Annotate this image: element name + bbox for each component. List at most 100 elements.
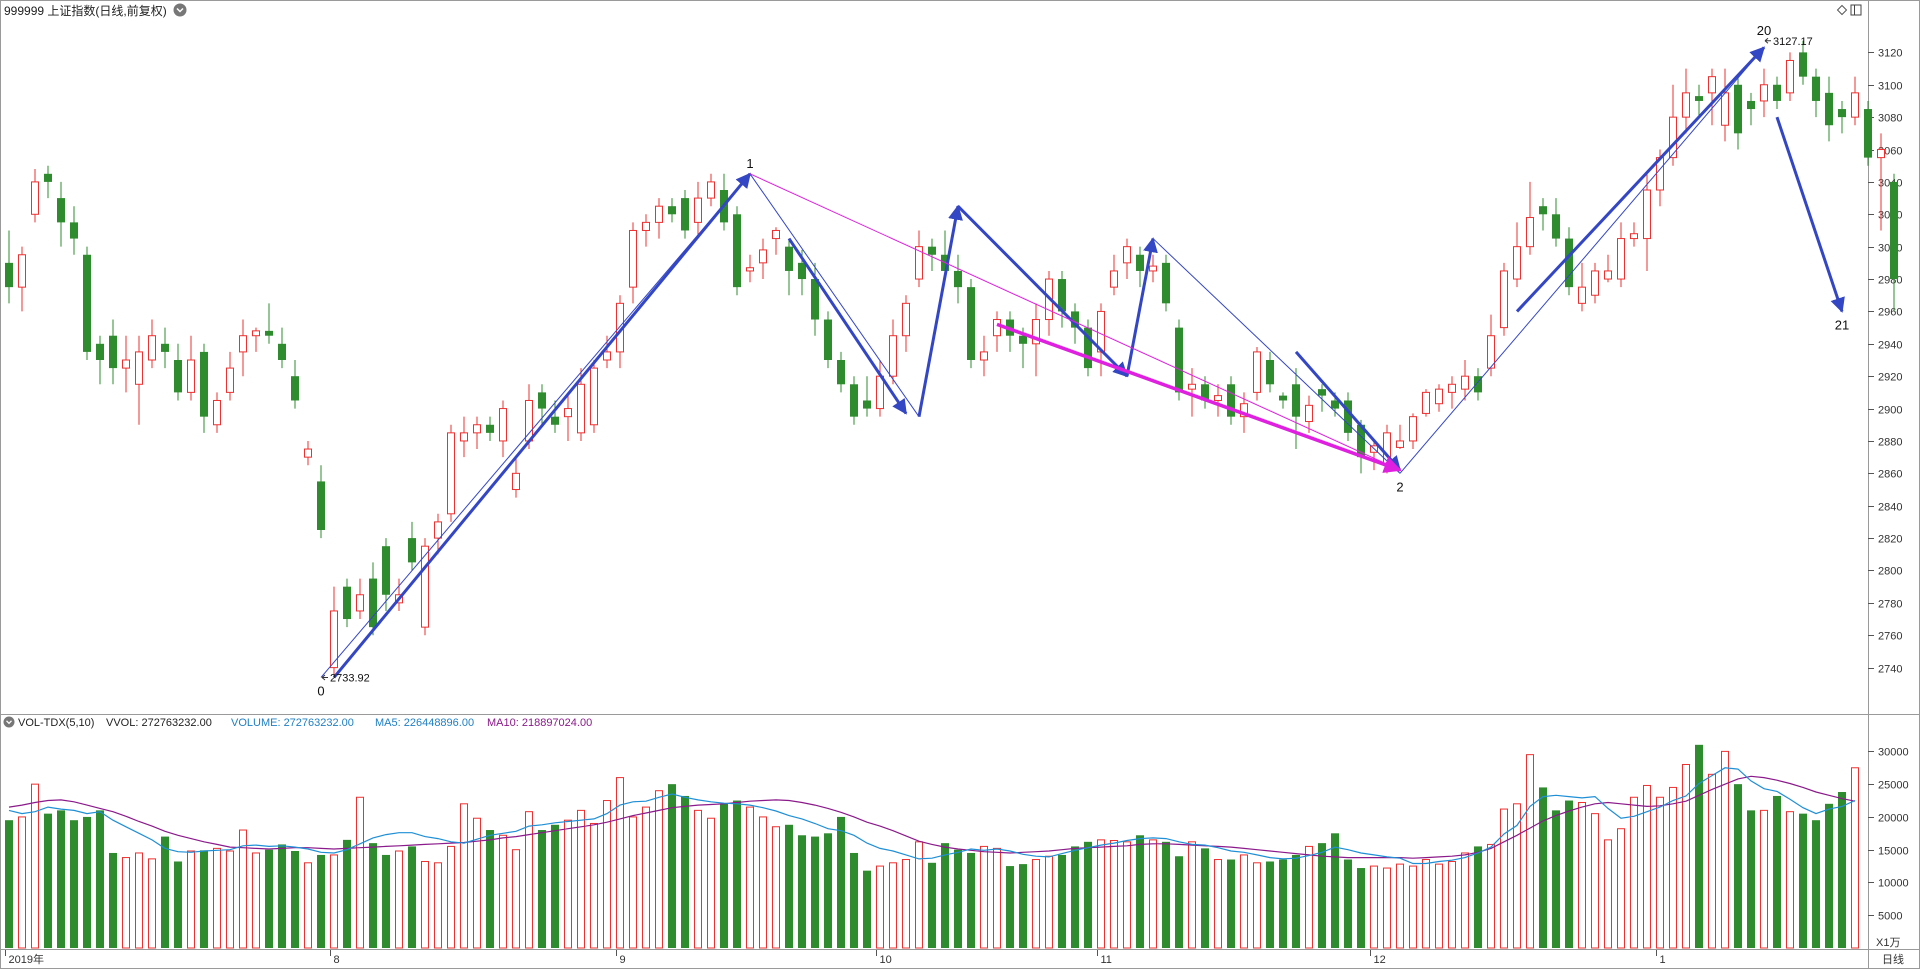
- volume-bar: [1812, 820, 1820, 948]
- volume-bar: [1838, 792, 1846, 948]
- candle: [1279, 392, 1287, 409]
- candle: [1084, 319, 1092, 377]
- volume-bar: [499, 834, 507, 949]
- volume-bar: [1799, 813, 1807, 948]
- volume-bar: [57, 810, 65, 948]
- candle: [200, 343, 208, 433]
- volume-bar: [1591, 813, 1599, 949]
- candle-body: [1110, 270, 1118, 288]
- candle: [109, 319, 117, 385]
- volume-bar: [1422, 859, 1430, 949]
- volume-bar: [1773, 795, 1781, 948]
- volume-bar: [1474, 846, 1482, 948]
- candle-body: [525, 399, 533, 442]
- candle: [148, 319, 156, 369]
- candle: [1760, 68, 1768, 118]
- chart-title: 999999 上证指数(日线,前复权): [4, 3, 167, 18]
- diamond-icon[interactable]: [1836, 4, 1848, 16]
- candle-body: [1292, 384, 1300, 417]
- candle-body: [1838, 109, 1846, 118]
- candle: [83, 246, 91, 360]
- date-label: 11: [1101, 954, 1112, 966]
- candle: [512, 457, 520, 498]
- indicator-menu-icon[interactable]: [3, 716, 15, 728]
- volume-bar: [1526, 754, 1534, 949]
- volume-tick-label: 25000: [1878, 780, 1909, 792]
- candle-body: [161, 343, 169, 352]
- price-tick-label: 2900: [1878, 405, 1902, 417]
- candle: [746, 254, 754, 283]
- candle-body: [629, 229, 637, 288]
- volume-bar: [1032, 859, 1040, 949]
- volume-bar: [473, 817, 481, 949]
- candle-body: [1734, 84, 1742, 134]
- candle-body: [1539, 206, 1547, 215]
- volume-bar: [304, 862, 312, 949]
- candle-body: [1799, 52, 1807, 77]
- candle: [668, 198, 676, 223]
- candle-body: [44, 173, 52, 182]
- candle: [1669, 84, 1677, 166]
- candle: [863, 376, 871, 417]
- candle: [1253, 347, 1261, 401]
- candle: [382, 538, 390, 611]
- volume-bar: [1162, 841, 1170, 948]
- candle: [980, 335, 988, 377]
- volume-bar: [213, 847, 221, 949]
- volume-tick-label: 20000: [1878, 813, 1909, 825]
- candle-body: [187, 359, 195, 393]
- volume-bar: [135, 852, 143, 949]
- candle: [1435, 384, 1443, 412]
- candle: [57, 181, 65, 247]
- candle: [1188, 368, 1196, 417]
- candle-body: [1084, 327, 1092, 369]
- candle-body: [655, 205, 663, 223]
- candle-body: [122, 359, 130, 369]
- volume-bar: [1851, 767, 1859, 949]
- candle: [1877, 133, 1885, 231]
- volume-bar: [681, 795, 689, 948]
- candle-body: [733, 214, 741, 288]
- candle: [356, 578, 364, 620]
- price-tick-label: 3100: [1878, 81, 1902, 93]
- volume-bar: [577, 809, 585, 949]
- candle: [1864, 100, 1872, 166]
- candle-body: [1682, 92, 1690, 118]
- candle-body: [746, 267, 754, 272]
- candle-body: [1825, 92, 1833, 126]
- price-tick-label: 3120: [1878, 48, 1902, 60]
- candle: [317, 465, 325, 539]
- candle: [1799, 40, 1807, 85]
- wave-line: [1515, 46, 1766, 313]
- candle-body: [200, 351, 208, 417]
- candle-body: [96, 343, 104, 360]
- candle: [1773, 76, 1781, 110]
- candle-body: [1565, 238, 1573, 288]
- volume-bar: [1435, 863, 1443, 949]
- candle: [564, 392, 572, 441]
- volume-bar: [1708, 773, 1716, 949]
- layout-toggle-icon[interactable]: [1850, 4, 1862, 16]
- candle-body: [1721, 92, 1729, 126]
- candle: [902, 295, 910, 352]
- candle-body: [213, 399, 221, 426]
- volume-bar: [5, 820, 13, 948]
- chevron-down-icon[interactable]: [173, 3, 187, 17]
- candle: [1292, 368, 1300, 450]
- volume-bar: [642, 806, 650, 949]
- candle-body: [1175, 327, 1183, 393]
- candle-body: [1474, 376, 1482, 393]
- candle-body: [1786, 59, 1794, 94]
- candle-body: [304, 448, 312, 458]
- candle-body: [1266, 360, 1274, 385]
- candle-body: [681, 198, 689, 231]
- volume-bar: [746, 806, 754, 949]
- candle-body: [1227, 384, 1235, 417]
- volume-bar: [1214, 859, 1222, 949]
- volume-bar: [980, 845, 988, 949]
- candle: [694, 181, 702, 239]
- candle: [1851, 76, 1859, 126]
- volume-bar: [1578, 802, 1586, 949]
- candle: [252, 327, 260, 352]
- volume-bar: [707, 817, 715, 949]
